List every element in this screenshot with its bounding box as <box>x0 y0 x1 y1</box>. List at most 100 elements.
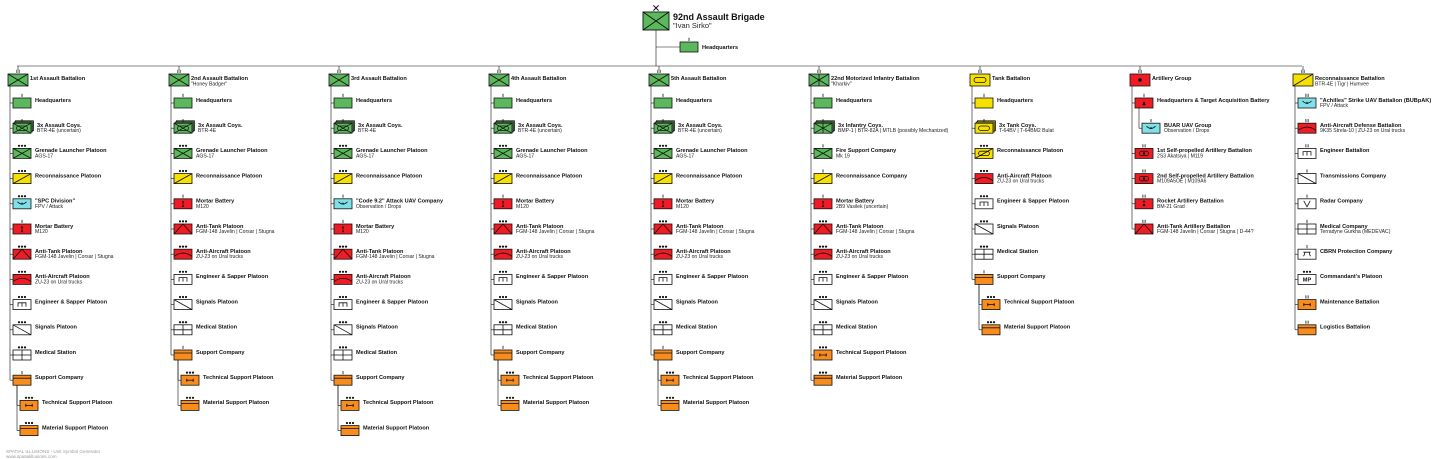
unit-title: Fire Support Company <box>836 148 897 154</box>
unit-title: 3x Tank Coys. <box>999 123 1037 129</box>
unit-title: Support Company <box>516 350 565 356</box>
unit-title: Commandant's Platoon <box>1320 274 1383 280</box>
unit-title: Medical Station <box>196 325 238 331</box>
unit-subtitle: ZU-23 on Ural trucks <box>35 279 82 285</box>
unit-entry: Medical Station <box>974 245 1039 260</box>
unit-subtitle: Mk 19 <box>836 153 850 159</box>
unit-title: Signals Platoon <box>676 299 719 305</box>
brigade-title: 92nd Assault Brigade <box>673 12 765 22</box>
unit-entry: Headquarters <box>974 93 1033 109</box>
battalion-title: Reconnaissance Battalion <box>1315 76 1385 82</box>
unit-entry: Technical Support Platoon <box>180 371 274 386</box>
unit-entry: Material Support Platoon <box>660 396 750 411</box>
unit-title: CBRN Protection Company <box>1320 249 1393 255</box>
unit-title: Anti-Aircraft Platoon <box>836 249 891 255</box>
unit-title: Headquarters <box>35 98 71 104</box>
unit-subtitle: M120 <box>516 204 529 210</box>
unit-title: Engineer & Sapper Platoon <box>997 199 1070 205</box>
unit-title: "SPC Division" <box>35 199 75 205</box>
battalion-title: 22nd Motorized Infantry Battalion <box>831 76 920 82</box>
unit-title: Anti-Tank Platoon <box>356 249 404 255</box>
unit-subtitle: BTR-4E <box>358 128 377 134</box>
unit-title: Headquarters <box>516 98 552 104</box>
unit-entry: Reconnaissance Platoon <box>653 169 743 185</box>
unit-title: Headquarters <box>196 98 232 104</box>
unit-title: Mortar Battery <box>676 199 715 205</box>
unit-title: Anti-Aircraft Platoon <box>196 249 251 255</box>
battalion-header: 5th Assault Battalion <box>648 69 727 87</box>
unit-title: Support Company <box>676 350 725 356</box>
unit-entry: Headquarters <box>813 93 872 109</box>
unit-subtitle: ZU-23 on Ural trucks <box>516 254 563 260</box>
unit-entry: Reconnaissance Platoon <box>173 169 263 185</box>
unit-entry: Headquarters & Target Acquisition Batter… <box>1134 93 1270 109</box>
unit-entry: 3x Assault Coys.BTR-4E (uncertain) <box>653 119 723 134</box>
unit-title: Reconnaissance Platoon <box>356 173 423 179</box>
unit-entry: Reconnaissance Platoon <box>333 169 423 185</box>
unit-title: Reconnaissance Platoon <box>516 173 583 179</box>
unit-entry: Signals Platoon <box>813 295 879 311</box>
unit-entry: Signals Platoon <box>333 321 399 336</box>
unit-title: Reconnaissance Platoon <box>35 173 102 179</box>
unit-title: 3x Assault Coys. <box>358 123 403 129</box>
unit-subtitle: M120 <box>676 204 689 210</box>
unit-entry: 1st Self-propelled Artillery Battalion2S… <box>1134 144 1252 159</box>
unit-title: Engineer & Sapper Platoon <box>676 274 749 280</box>
column-8: Artillery Group Headquarters & Target Acq… <box>1129 69 1270 235</box>
unit-subtitle: FGM-148 Javelin | Corsar | Stugna <box>836 229 915 235</box>
watermark-line-2: www.spatialillusions.com <box>6 454 57 459</box>
unit-entry: Technical Support Platoon <box>500 371 594 386</box>
column-4: 4th Assault Battalion Headquarters 3x Assa… <box>488 69 595 411</box>
unit-entry: Engineer Battalion <box>1297 144 1370 159</box>
unit-entry: Engineer & Sapper Platoon <box>12 295 108 311</box>
unit-subtitle: M109A5OE | M109A6 <box>1157 179 1207 185</box>
unit-title: Transmissions Company <box>1320 173 1387 179</box>
unit-entry: Radar Company <box>1297 194 1364 210</box>
unit-title: Support Company <box>997 274 1046 280</box>
battalion-header: 4th Assault Battalion <box>488 69 567 87</box>
unit-entry: Medical Station <box>173 321 238 336</box>
column-3: 3rd Assault Battalion Headquarters 3x Assa… <box>328 69 444 437</box>
unit-entry: Technical Support Platoon <box>813 346 907 361</box>
unit-title: 3x Infantry Coys. <box>838 123 884 129</box>
unit-entry: Medical Station <box>813 321 878 336</box>
unit-subtitle: BTR-4E (uncertain) <box>678 128 722 134</box>
unit-entry: Medical Station <box>333 346 398 361</box>
unit-title: 1st Self-propelled Artillery Battalion <box>1157 148 1252 154</box>
unit-title: Headquarters <box>676 98 712 104</box>
unit-title: Engineer & Sapper Platoon <box>356 299 429 305</box>
unit-title: "Code 9.2" Attack UAV Company <box>356 199 444 205</box>
unit-title: Mortar Battery <box>836 199 875 205</box>
unit-subtitle: AGS-17 <box>35 153 53 159</box>
unit-title: Engineer & Sapper Platoon <box>196 274 269 280</box>
unit-entry: 3x Infantry Coys.BMP-1 | BTR-82A | MTLB … <box>813 119 949 134</box>
unit-subtitle: AGS-17 <box>356 153 374 159</box>
unit-subtitle: FGM-148 Javelin | Corsar | Stugna <box>356 254 435 260</box>
unit-subtitle: M120 <box>356 229 369 235</box>
unit-title: Grenade Launcher Platoon <box>196 148 268 154</box>
unit-title: Anti-Aircraft Platoon <box>35 274 90 280</box>
unit-subtitle: M120 <box>196 204 209 210</box>
brigade-subtitle: "Ivan Sirko" <box>673 21 712 30</box>
battalion-header: 22nd Motorized Infantry Battalion"Kharki… <box>808 69 920 88</box>
unit-title: Material Support Platoon <box>42 425 109 431</box>
unit-subtitle: FGM-148 Javelin | Corsar | Stugna <box>35 254 114 260</box>
unit-title: Material Support Platoon <box>1004 325 1071 331</box>
unit-title: Material Support Platoon <box>363 425 430 431</box>
unit-subtitle: ZU-23 on Ural trucks <box>356 279 403 285</box>
unit-title: Mortar Battery <box>356 224 395 230</box>
unit-subtitle: Observation / Drops <box>1164 128 1210 134</box>
